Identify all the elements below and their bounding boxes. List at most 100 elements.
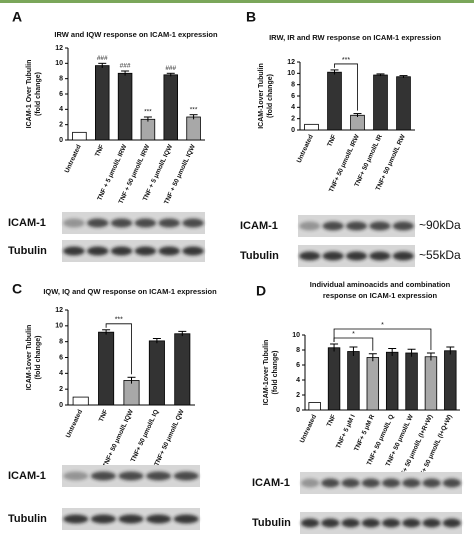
y-tick-label: 10 [287,70,295,77]
bar [444,350,457,411]
blot-band [134,218,157,228]
blot-label: ICAM-1 [8,470,46,482]
blot-band [322,221,344,231]
y-tick-label: 2 [296,392,300,399]
blot-band [392,251,414,261]
bar [186,116,201,141]
blot-strip [62,212,205,234]
panel-label: B [246,9,256,25]
significance-label: * [381,322,384,329]
bar [163,74,178,141]
bar [140,118,156,141]
panel-label: A [12,9,22,25]
size-label: ~90kDa [419,218,461,232]
blot-band [134,246,157,256]
bar [373,74,388,131]
x-tick-label: TNF [94,144,106,158]
blot-band [321,478,340,488]
y-axis-label: ICAM-1over Tubulin [258,63,265,129]
bar [95,65,110,141]
bar [327,71,342,131]
chart-title: Individual aminoacids and combination [310,280,451,289]
panel-label: C [12,281,22,297]
blot-band [110,246,133,256]
y-tick-label: 6 [59,91,63,98]
blot-band [369,251,391,261]
significance-label: *** [115,317,123,324]
y-tick-label: 10 [292,332,300,339]
blot-band [382,518,401,528]
y-tick-label: 10 [55,60,63,67]
bar [385,351,399,411]
blot-band [146,514,172,524]
bar [405,352,418,411]
blot-band [402,518,421,528]
bar [308,402,321,411]
size-label: ~55kDa [419,248,461,262]
blot-band [87,218,109,228]
blot-band [158,246,180,256]
blot-band [382,478,401,488]
y-tick-label: 12 [55,45,63,52]
y-tick-label: 8 [296,347,300,354]
significance-label: *** [190,106,198,113]
y-tick-label: 2 [291,116,295,123]
blot-band [369,221,391,231]
blot-band [63,514,89,524]
blot-band [118,471,144,481]
blot-band [87,246,109,256]
significance-label: *** [342,57,350,64]
y-axis-label: ICAM-1over Tubulin [26,325,33,391]
significance-label: * [352,331,355,338]
blot-band [422,478,441,488]
bar [396,76,411,131]
y-tick-label: 4 [296,377,300,384]
significance-label: ### [120,63,131,70]
significance-bracket [333,328,432,350]
y-tick-label: 0 [59,402,63,409]
significance-label: *** [144,109,152,116]
bar [148,340,165,406]
y-tick-label: 12 [287,59,295,66]
y-tick-label: 0 [59,137,63,144]
bar [424,356,438,411]
y-tick-label: 6 [59,354,63,361]
blot-band [322,251,344,261]
y-axis-label: (fold change) [272,351,279,395]
panel-label: D [256,283,266,299]
blot-band [173,514,199,524]
y-tick-label: 6 [296,362,300,369]
blot-band [321,518,340,528]
blot-band [345,221,368,231]
x-tick-label: TNF [326,134,338,148]
blot-label: ICAM-1 [252,477,290,489]
x-tick-label: TNF [98,409,110,423]
y-axis-label: (fold change) [267,74,274,118]
blot-band [299,251,321,261]
bar [72,396,89,406]
y-tick-label: 4 [59,370,63,377]
blot-band [442,478,461,488]
y-tick-label: 2 [59,122,63,129]
y-axis-label: (fold change) [35,72,42,116]
bar [347,351,360,411]
y-tick-label: 2 [59,386,63,393]
blot-label: Tubulin [8,513,47,525]
blot-band [158,218,180,228]
chart-title: IRW, IR and RW response on ICAM-1 expres… [269,33,441,42]
y-axis-label: ICAM-1 Over Tubulin [26,60,33,129]
significance-bracket [105,323,132,375]
y-tick-label: 12 [55,307,63,314]
y-axis-label: ICAM-1over Tubulin [263,340,270,406]
blot-band [299,221,321,231]
bar [123,380,140,406]
blot-band [341,478,360,488]
chart-title: response on ICAM-1 expression [323,291,438,300]
blot-band [110,218,133,228]
chart-title: IQW, IQ and QW response on ICAM-1 expres… [43,287,217,296]
blot-band [301,478,320,488]
blot-band [341,518,360,528]
bar [117,72,133,141]
blot-label: ICAM-1 [8,217,46,229]
significance-label: ### [97,55,108,62]
